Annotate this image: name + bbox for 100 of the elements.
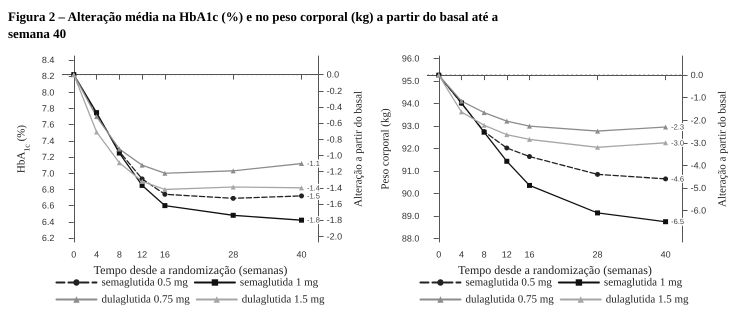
- x-axis-title: Tempo desde a randomização (semanas): [94, 262, 288, 277]
- point: [299, 218, 304, 223]
- y-axis-title: Peso corporal (kg): [380, 108, 392, 190]
- point: [504, 118, 510, 124]
- legend-label: semaglutida 1 mg: [604, 276, 683, 288]
- y2-tick-label: -5.0: [690, 182, 706, 193]
- legend-label: dulaglutida 0.75 mg: [465, 294, 554, 306]
- legend-label: semaglutida 0.5 mg: [101, 276, 188, 288]
- y-tick-label: 92.0: [402, 143, 420, 154]
- point: [663, 140, 668, 146]
- point: [526, 124, 532, 129]
- y-tick-label: 94.0: [402, 98, 420, 108]
- y-tick-label: 7.4: [42, 136, 54, 146]
- x-tick-label: 4: [94, 250, 100, 260]
- x-tick-label: 28: [592, 250, 603, 260]
- point: [526, 182, 532, 188]
- y-tick-label: 93.0: [402, 120, 420, 131]
- y2-axis-title: Alteração a partir do basal: [352, 90, 364, 208]
- y-tick-label: 8.4: [42, 55, 54, 66]
- point: [482, 110, 487, 116]
- point: [230, 168, 236, 174]
- point: [299, 193, 304, 198]
- point: [504, 158, 510, 164]
- point: [140, 178, 145, 184]
- point: [595, 144, 600, 150]
- x-tick-label: 0: [71, 250, 76, 260]
- y2-tick-label: -0.4: [326, 102, 342, 112]
- y-tick-label: 96.0: [402, 53, 420, 64]
- x-tick-label: 28: [228, 250, 238, 260]
- y2-tick-label: -1.0: [326, 150, 342, 160]
- x-tick-label: 4: [458, 250, 464, 260]
- y2-tick-label: -1.8: [326, 215, 342, 226]
- y2-tick-label: -6.0: [690, 205, 706, 216]
- point: [595, 172, 600, 177]
- y2-tick-label: -3.0: [690, 138, 706, 148]
- x-tick-label: 40: [660, 250, 671, 260]
- y2-tick-label: -1.6: [326, 198, 342, 209]
- y2-tick-label: -0.8: [326, 134, 342, 144]
- point: [230, 184, 236, 190]
- y2-tick-label: -0.2: [326, 86, 342, 96]
- y-tick-label: 6.6: [42, 200, 54, 211]
- y-tick-label: 6.4: [42, 216, 54, 227]
- x-tick-label: 40: [296, 250, 307, 260]
- y-tick-label: 8.0: [42, 87, 54, 98]
- point: [458, 109, 464, 114]
- point: [663, 176, 668, 182]
- y-tick-label: 7.2: [42, 152, 54, 162]
- point: [526, 136, 532, 142]
- y-tick-label: 7.6: [42, 120, 54, 130]
- point: [595, 210, 600, 216]
- y-tick-label: 88.0: [402, 234, 420, 244]
- x-tick-label: 0: [436, 250, 442, 260]
- y2-tick-label: -0.6: [326, 118, 342, 128]
- x-tick-label: 16: [524, 250, 534, 260]
- y-tick-label: 7.8: [42, 104, 54, 114]
- point: [663, 124, 668, 130]
- point: [230, 196, 236, 201]
- point: [504, 145, 510, 150]
- y2-tick-label: 0.0: [326, 70, 340, 80]
- y-axis-title: HbA1c (%): [16, 124, 32, 174]
- y2-tick-label: -2.0: [690, 115, 706, 126]
- y-tick-label: 6.2: [42, 232, 54, 243]
- chart-title: Figura 2 – Alteração média na HbA1c (%) e no peso corporal (kg) a partir do basal até a semana 40: [8, 8, 500, 42]
- point: [663, 219, 668, 224]
- y-tick-label: 7.0: [42, 168, 54, 178]
- point: [140, 162, 145, 168]
- point: [595, 128, 600, 134]
- y2-tick-label: -1.0: [690, 92, 706, 103]
- legend-label: dulaglutida 0.75 mg: [101, 294, 190, 306]
- y-tick-label: 91.0: [402, 166, 420, 176]
- y-tick-label: 95.0: [402, 76, 420, 86]
- y-tick-label: 90.0: [402, 188, 420, 199]
- y2-tick-label: -4.0: [690, 160, 706, 170]
- x-tick-label: 8: [482, 250, 487, 260]
- point: [94, 114, 100, 120]
- point: [299, 185, 304, 190]
- x-tick-label: 12: [502, 250, 512, 260]
- point: [299, 161, 304, 166]
- y-tick-label: 89.0: [402, 211, 420, 222]
- point: [162, 203, 168, 208]
- point: [116, 160, 122, 166]
- point: [162, 170, 168, 176]
- y2-tick-label: 0.0: [690, 70, 704, 80]
- legend-label: semaglutida 1 mg: [240, 276, 319, 288]
- x-tick-label: 12: [137, 250, 148, 260]
- point: [162, 186, 168, 192]
- legend-label: dulaglutida 1.5 mg: [242, 294, 326, 306]
- point: [116, 146, 122, 152]
- point: [94, 130, 100, 135]
- x-axis-title: Tempo desde a randomização (semanas): [458, 262, 652, 277]
- legend-label: dulaglutida 1.5 mg: [606, 294, 690, 306]
- point: [526, 154, 532, 160]
- y2-axis-title: Alteração a partir do basal: [716, 90, 728, 208]
- point: [162, 192, 168, 197]
- point: [230, 212, 236, 218]
- point: [504, 132, 510, 138]
- y-tick-label: 8.2: [42, 71, 54, 82]
- y2-tick-label: -1.2: [326, 166, 342, 177]
- x-tick-label: 16: [160, 250, 170, 260]
- legend-label: semaglutida 0.5 mg: [465, 276, 552, 288]
